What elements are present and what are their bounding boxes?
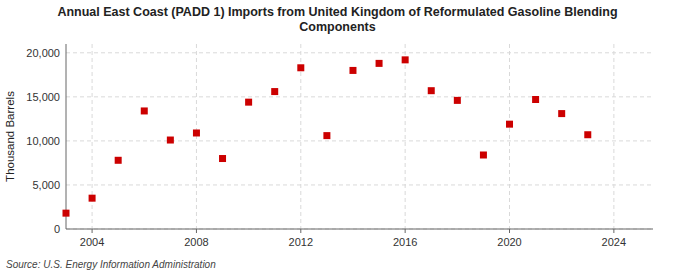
grid-line-x	[196, 44, 197, 229]
point	[115, 157, 122, 164]
x-tick	[196, 229, 197, 233]
x-tick	[405, 229, 406, 233]
point	[376, 60, 383, 67]
y-tick-label: 10,000	[26, 135, 60, 147]
y-tick-label: 5,000	[32, 179, 60, 191]
point	[480, 152, 487, 159]
grid-line-x	[509, 44, 510, 229]
point	[323, 132, 330, 139]
grid-line-x	[300, 44, 301, 229]
y-tick-label: 20,000	[26, 47, 60, 59]
axes: 0 5,000 10,000 15,000 20,000 2004 2008 2012 2016…	[26, 44, 653, 248]
background	[0, 0, 675, 275]
x-tick-label: 2008	[184, 236, 208, 248]
point	[454, 97, 461, 104]
grid-line-y	[66, 184, 653, 185]
y-tick-label: 0	[54, 223, 60, 235]
points	[63, 56, 592, 216]
point	[167, 137, 174, 144]
grid-line-x	[405, 44, 406, 229]
grid-line-y	[66, 52, 653, 53]
point	[584, 131, 591, 138]
point	[532, 96, 539, 103]
chart-container: Annual East Coast (PADD 1) Imports from …	[0, 0, 675, 275]
grid-line-y	[66, 229, 653, 230]
point	[271, 88, 278, 95]
point	[297, 64, 304, 71]
point	[428, 87, 435, 94]
title: Annual East Coast (PADD 1) Imports from …	[57, 5, 617, 34]
x-axis-line	[66, 229, 653, 230]
y-axis-line	[66, 44, 67, 229]
point	[245, 99, 252, 106]
x-tick	[613, 229, 614, 233]
point	[219, 155, 226, 162]
point	[558, 110, 565, 117]
point	[506, 121, 513, 128]
grid	[66, 44, 653, 229]
chart: Annual East Coast (PADD 1) Imports from …	[0, 0, 675, 275]
x-tick	[92, 229, 93, 233]
point	[349, 67, 356, 74]
x-tick-label: 2012	[289, 236, 313, 248]
x-tick-label: 2024	[602, 236, 626, 248]
point	[402, 56, 409, 63]
x-tick	[300, 229, 301, 233]
point	[141, 107, 148, 114]
point	[89, 195, 96, 202]
point	[193, 129, 200, 136]
x-tick-label: 2020	[497, 236, 521, 248]
y-axis-label: Thousand Barrels	[4, 91, 16, 182]
source: Source: U.S. Energy Information Administ…	[6, 259, 216, 270]
x-tick-label: 2004	[80, 236, 104, 248]
x-tick	[509, 229, 510, 233]
point	[63, 210, 70, 217]
x-tick-label: 2016	[393, 236, 417, 248]
grid-line-y	[66, 140, 653, 141]
grid-line-x	[613, 44, 614, 229]
y-tick-label: 15,000	[26, 91, 60, 103]
grid-line-y	[66, 96, 653, 97]
